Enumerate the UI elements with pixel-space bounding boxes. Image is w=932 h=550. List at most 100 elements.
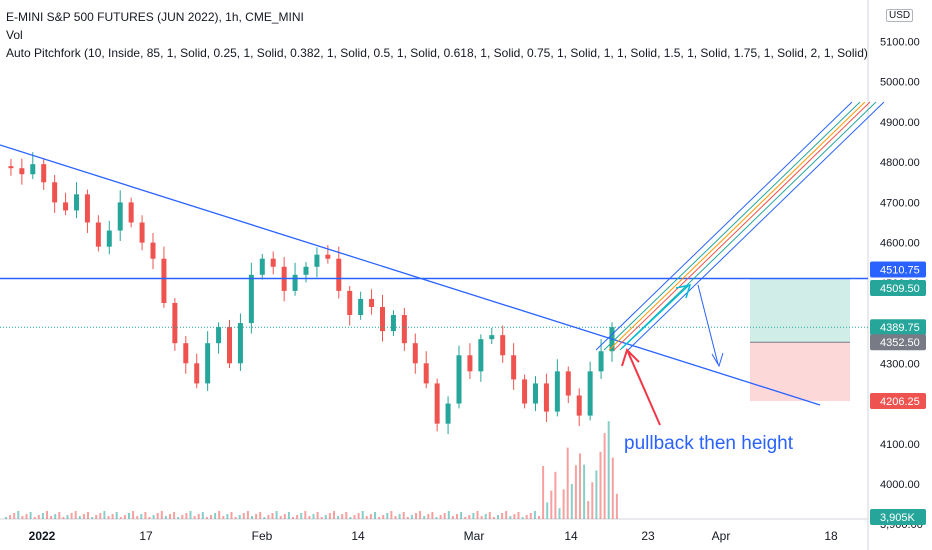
candle-body [128,202,134,223]
candle-body [8,166,14,169]
price-tick-label: 4900.00 [880,117,920,129]
volume-bar [246,511,249,519]
candle-body [227,327,232,364]
volume-bar [615,493,618,519]
price-label-text: 4510.75 [880,265,920,277]
candle-body [259,258,265,275]
volume-bar [78,516,81,519]
candle-body [150,242,156,259]
volume-bar [460,512,463,519]
candle-body [84,194,90,223]
volume-bar [263,517,266,519]
volume-bar [476,511,479,519]
volume-bar [292,517,294,519]
volume-bar [542,466,545,519]
candle-body [576,395,582,416]
volume-bar [501,513,504,519]
volume-bar [333,511,335,519]
projection-down-arrowhead [711,352,724,368]
volume-bar [353,515,356,519]
volume-bar [189,511,192,519]
currency-badge[interactable]: USD [886,9,914,22]
volume-bar [345,512,348,519]
volume-bar [480,516,483,519]
volume-bar [197,514,200,519]
price-label-box [870,319,926,336]
price-tick-label: 4100.00 [880,439,920,451]
projection-up-line [621,285,689,349]
volume-bar [374,512,376,519]
volume-bar [107,516,110,519]
volume-bar [472,513,475,519]
candle-body [63,202,69,211]
candle-body [52,182,58,203]
volume-bar [177,517,180,519]
volume-bar [423,516,426,519]
volume-bar [316,512,319,519]
volume-bar [148,517,151,519]
volume-bar [611,457,614,519]
candle-body [434,383,440,424]
candle-body [489,335,495,340]
volume-bar [21,516,24,519]
price-label-box [870,393,926,410]
volume-bar [431,512,434,519]
price-label-text: 4352.50 [880,337,920,349]
volume-bar [607,421,610,519]
volume-label[interactable]: Vol [6,28,23,42]
volume-bar [349,517,352,519]
volume-bar [242,513,245,519]
volume-bar [99,513,102,519]
price-tick-label: 4300.00 [880,358,920,370]
volume-bar [521,517,524,519]
volume-bar [402,512,405,519]
volume-bar [505,511,508,519]
volume-bar [599,451,602,519]
volume-bar [234,517,237,519]
volume-bar [238,515,241,519]
volume-bar [451,516,454,519]
candle-body [358,298,364,316]
volume-bar [484,514,487,519]
volume-bar [271,513,274,519]
volume-bar [579,453,581,519]
volume-bar [533,511,536,519]
pitchfork-line [627,101,885,351]
volume-bar [91,517,94,519]
volume-bar [300,513,303,519]
candle-body [369,298,375,307]
volume-bar [119,517,122,519]
candle-body [412,343,418,364]
price-tick-label: 5000.00 [880,77,920,89]
time-tick-label: 2022 [29,529,56,543]
volume-bar [283,514,286,519]
volume-bar [33,517,36,519]
volume-bar [574,465,577,519]
symbol-title[interactable]: E-MINI S&P 500 FUTURES (JUN 2022), 1h, C… [6,10,304,24]
volume-bar [525,515,528,519]
volume-bar [562,489,565,519]
volume-bar [546,502,549,519]
volume-bar [115,512,118,519]
volume-bar [173,512,176,519]
candle-body [336,258,342,291]
volume-bar [95,515,98,519]
pitchfork-label[interactable]: Auto Pitchfork (10, Inside, 85, 1, Solid… [6,46,868,60]
volume-bar [456,514,458,519]
candle-body [183,343,189,364]
volume-bar [603,433,606,519]
volume-bar [58,512,61,519]
candle-body [19,168,25,175]
annotation-arrowhead [621,348,640,367]
candle-body [237,323,243,364]
volume-bar [205,517,208,519]
candle-body [456,355,462,404]
volume-bar [41,513,44,519]
volume-bar [378,517,381,519]
volume-bar [591,482,594,519]
candle-body [95,222,101,247]
volume-bar [304,511,307,519]
time-tick-label: 14 [351,529,365,543]
